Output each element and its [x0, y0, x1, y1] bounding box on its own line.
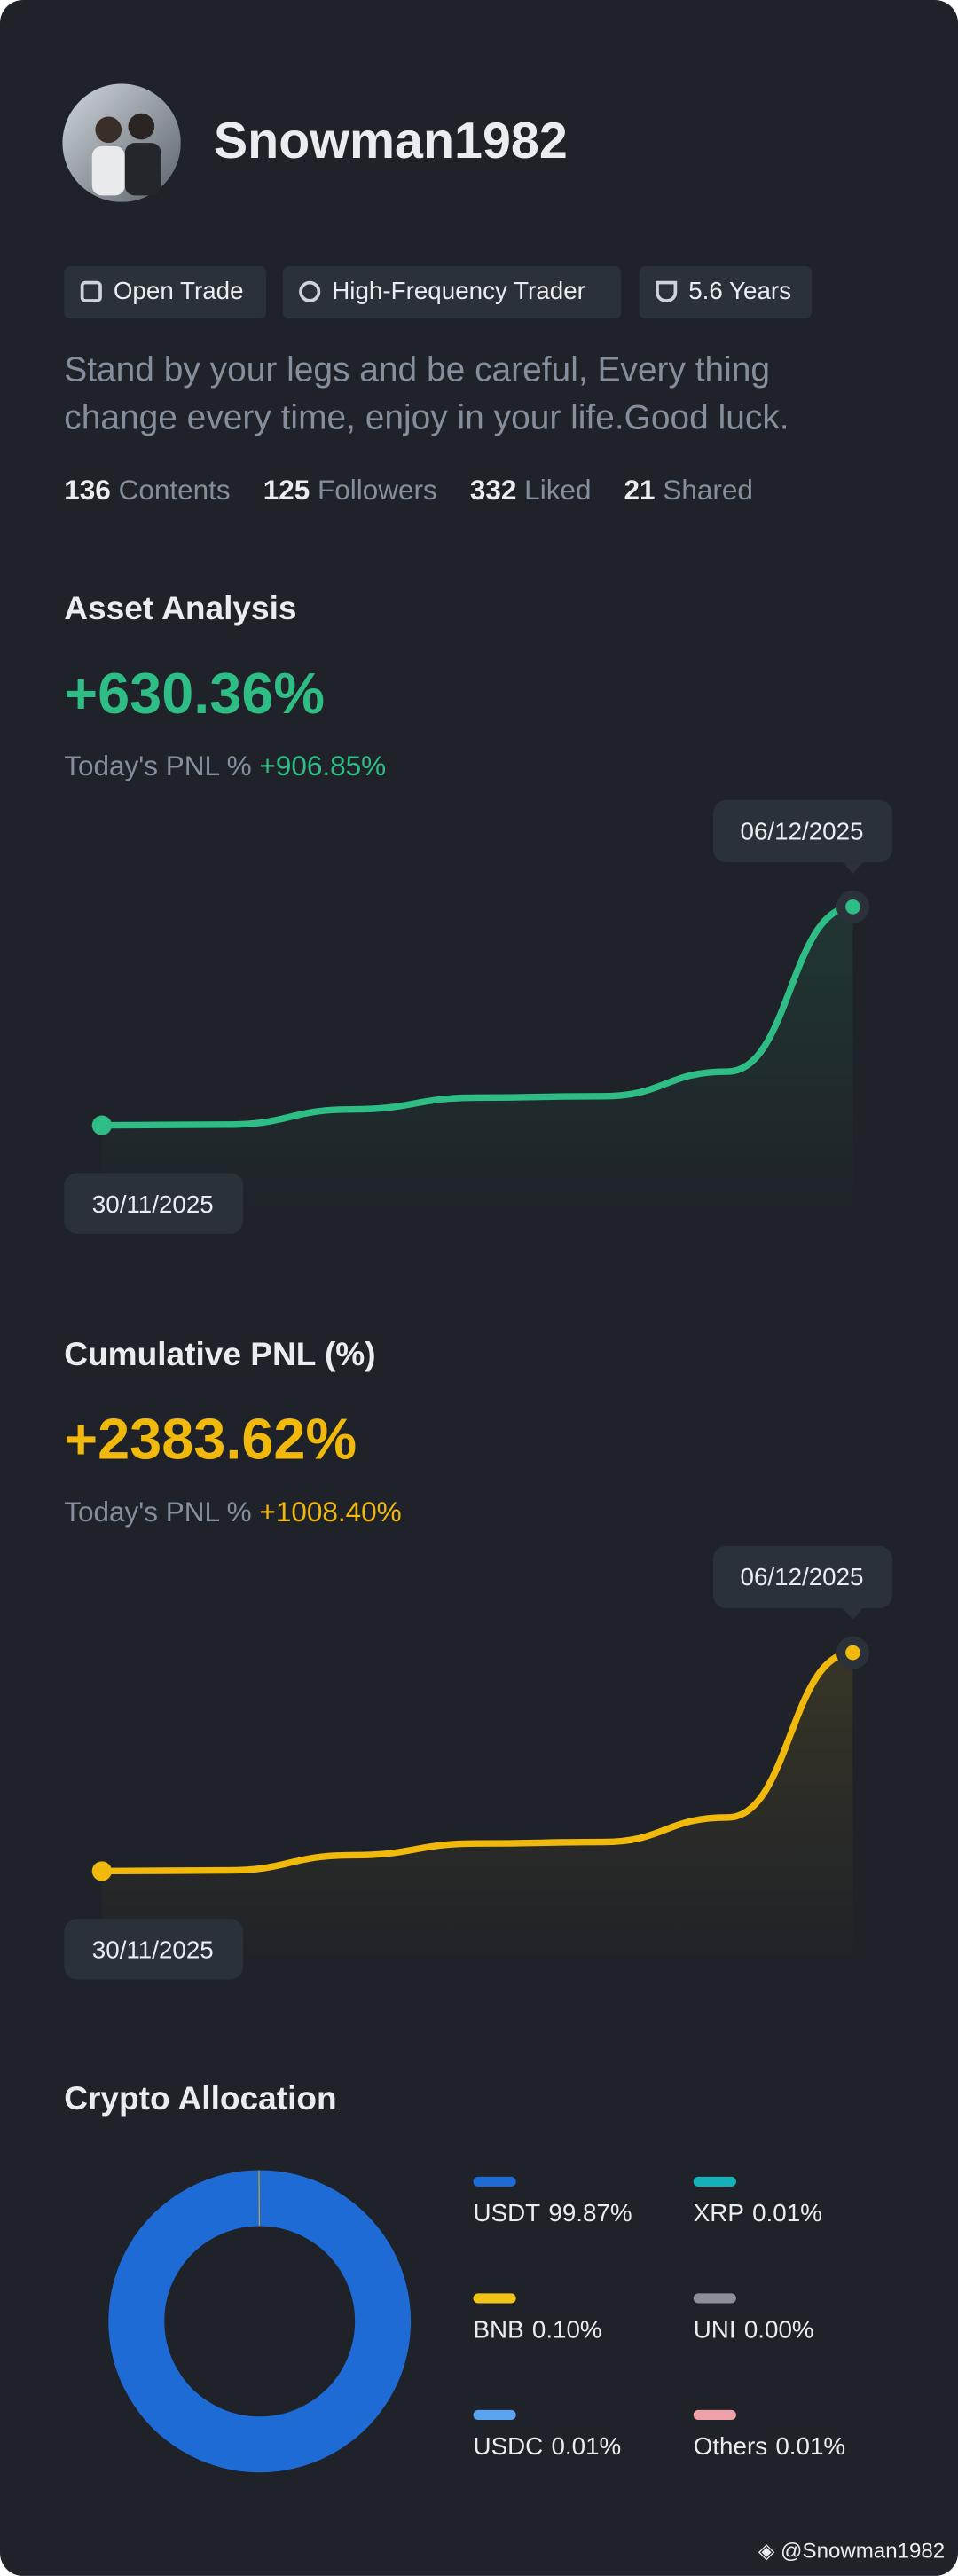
today-pnl: Today's PNL % +906.85% [64, 750, 386, 783]
stat: 125 Followers [263, 475, 437, 506]
legend-value: 0.01% [551, 2432, 621, 2460]
legend-name: XRP [694, 2199, 744, 2227]
stat: 332 Liked [470, 475, 592, 506]
start-date: 30/11/2025 [92, 1190, 214, 1218]
tag-label: Open Trade [113, 277, 244, 306]
today-pnl-value: +906.85% [259, 750, 387, 782]
tooltip-stem [843, 862, 863, 875]
tag-label: 5.6 Years [688, 277, 792, 306]
stat-value: 136 [64, 475, 111, 507]
legend-entry: XRP 0.01% [694, 2199, 822, 2227]
bio: Stand by your legs and be careful, Every… [64, 351, 789, 437]
tag: Open Trade [64, 266, 267, 319]
watermark-text: @Snowman1982 [781, 2538, 946, 2564]
start-date: 30/11/2025 [92, 1936, 214, 1964]
legend-value: 0.01% [752, 2199, 822, 2227]
headline-value: +2383.62% [64, 1408, 357, 1473]
tag: 5.6 Years [639, 266, 813, 319]
stat-label: Shared [663, 475, 753, 507]
end-date: 06/12/2025 [741, 817, 864, 844]
section-title: Crypto Allocation [64, 2081, 337, 2118]
today-pnl-label: Today's PNL % [64, 1496, 252, 1528]
end-tooltip [712, 799, 892, 863]
headline-value: +630.36% [64, 662, 326, 726]
legend-entry: BNB 0.10% [474, 2315, 602, 2343]
area [101, 907, 853, 1214]
legend-swatch [473, 2409, 516, 2420]
watermark: ◈ @Snowman1982 [758, 2538, 946, 2564]
today-pnl: Today's PNL % +1008.40% [64, 1496, 401, 1529]
end-point [845, 899, 860, 915]
start-point [91, 1861, 112, 1881]
legend-name: UNI [694, 2315, 736, 2343]
legend-entry: USDT 99.87% [474, 2199, 632, 2227]
stat: 21 Shared [624, 475, 753, 506]
end-date: 06/12/2025 [741, 1563, 864, 1590]
area [101, 1653, 853, 1960]
legend-value: 99.87% [548, 2199, 632, 2227]
end-point [845, 1645, 860, 1661]
donut-slice [108, 2170, 412, 2473]
legend-value: 0.10% [532, 2315, 602, 2343]
stat-value: 125 [263, 475, 310, 507]
legend-name: Others [694, 2432, 767, 2460]
tag: High-Frequency Trader [282, 266, 622, 319]
stat-label: Contents [118, 475, 231, 507]
line [98, 903, 857, 1129]
line [98, 1649, 857, 1875]
start-tooltip [64, 1919, 244, 1980]
tooltip-stem [843, 1608, 863, 1621]
legend-swatch [693, 2409, 736, 2420]
donut-chart: USDT 99.87% XRP 0.01%BNB 0.10% UNI 0.00%USDC 0.… [108, 2170, 845, 2473]
stats: 136 Contents 125 Followers 332 Liked 21 Sha… [64, 475, 786, 507]
legend-value: 0.00% [744, 2315, 814, 2343]
stat-label: Followers [318, 475, 437, 507]
legend-value: 0.01% [775, 2432, 845, 2460]
stat-label: Liked [524, 475, 592, 507]
tag-label: High-Frequency Trader [332, 277, 585, 306]
today-pnl-value: +1008.40% [259, 1496, 402, 1528]
stat: 136 Contents [64, 475, 230, 506]
stat-value: 21 [624, 475, 656, 507]
username: Snowman1982 [213, 111, 568, 169]
line-chart: 06/12/2025 30/11/2025 [64, 1545, 892, 1980]
legend-name: USDC [474, 2432, 544, 2460]
today-pnl-label: Today's PNL % [64, 750, 252, 782]
legend-entry: UNI 0.00% [694, 2315, 814, 2343]
legend-entry: USDC 0.01% [474, 2432, 622, 2460]
legend-name: USDT [474, 2199, 541, 2227]
legend-swatch [473, 2176, 516, 2187]
legend-swatch [693, 2176, 736, 2187]
legend-name: BNB [474, 2315, 524, 2343]
avatar [62, 83, 181, 202]
legend-swatch [693, 2293, 736, 2304]
start-tooltip [64, 1173, 244, 1234]
legend-swatch [473, 2293, 516, 2304]
end-tooltip [712, 1545, 892, 1609]
legend-entry: Others 0.01% [694, 2432, 845, 2460]
section-title: Asset Analysis [64, 591, 297, 628]
stat-value: 332 [469, 475, 517, 507]
start-point [91, 1115, 112, 1135]
line-chart: 06/12/2025 30/11/2025 [64, 799, 892, 1234]
section-title: Cumulative PNL (%) [64, 1337, 376, 1374]
